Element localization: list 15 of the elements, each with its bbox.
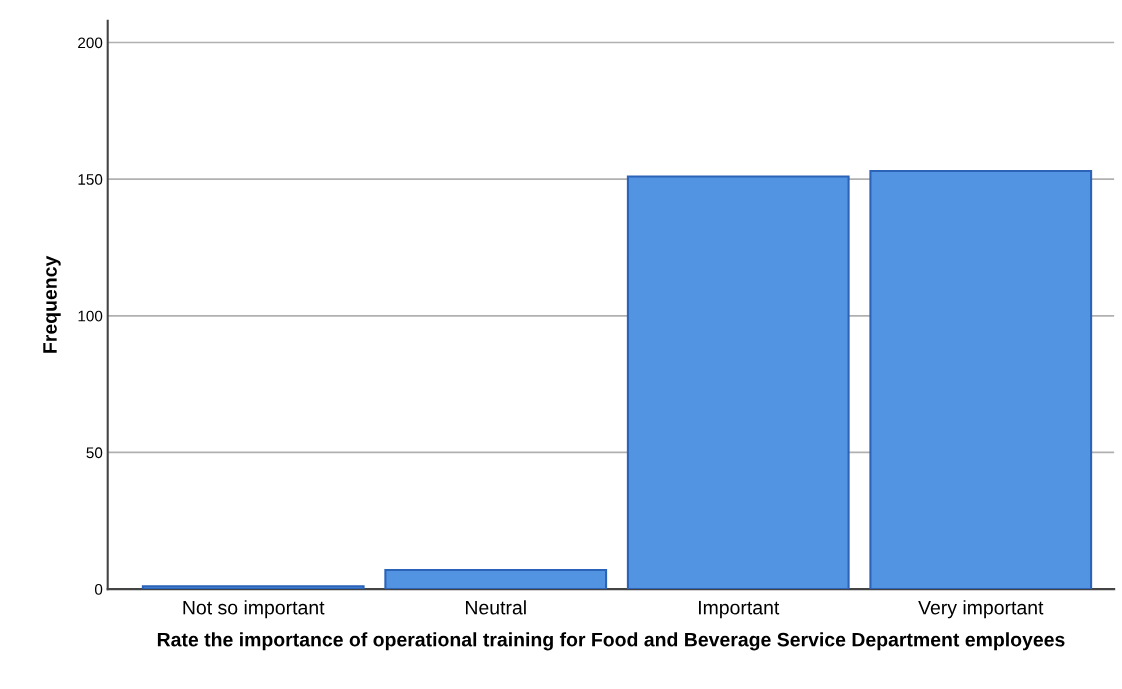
bar <box>626 175 850 590</box>
x-axis-title: Rate the importance of operational training for Food and Beverage Service Department employees <box>157 632 1065 651</box>
y-tick-label: 200 <box>78 37 103 49</box>
bar <box>141 585 365 590</box>
x-tick-label: Very important <box>918 600 1044 619</box>
y-tick-label: 100 <box>78 310 103 322</box>
bar <box>384 568 608 590</box>
y-axis-title: Frequency <box>43 255 61 353</box>
x-tick-label: Important <box>698 600 780 619</box>
x-tick-label: Neutral <box>465 600 526 615</box>
y-tick-label: 0 <box>94 583 103 595</box>
y-tick-label: 50 <box>86 447 103 459</box>
y-tick-label: 150 <box>78 174 103 185</box>
x-tick-label: Not so important <box>183 600 325 619</box>
bar <box>869 169 1093 590</box>
